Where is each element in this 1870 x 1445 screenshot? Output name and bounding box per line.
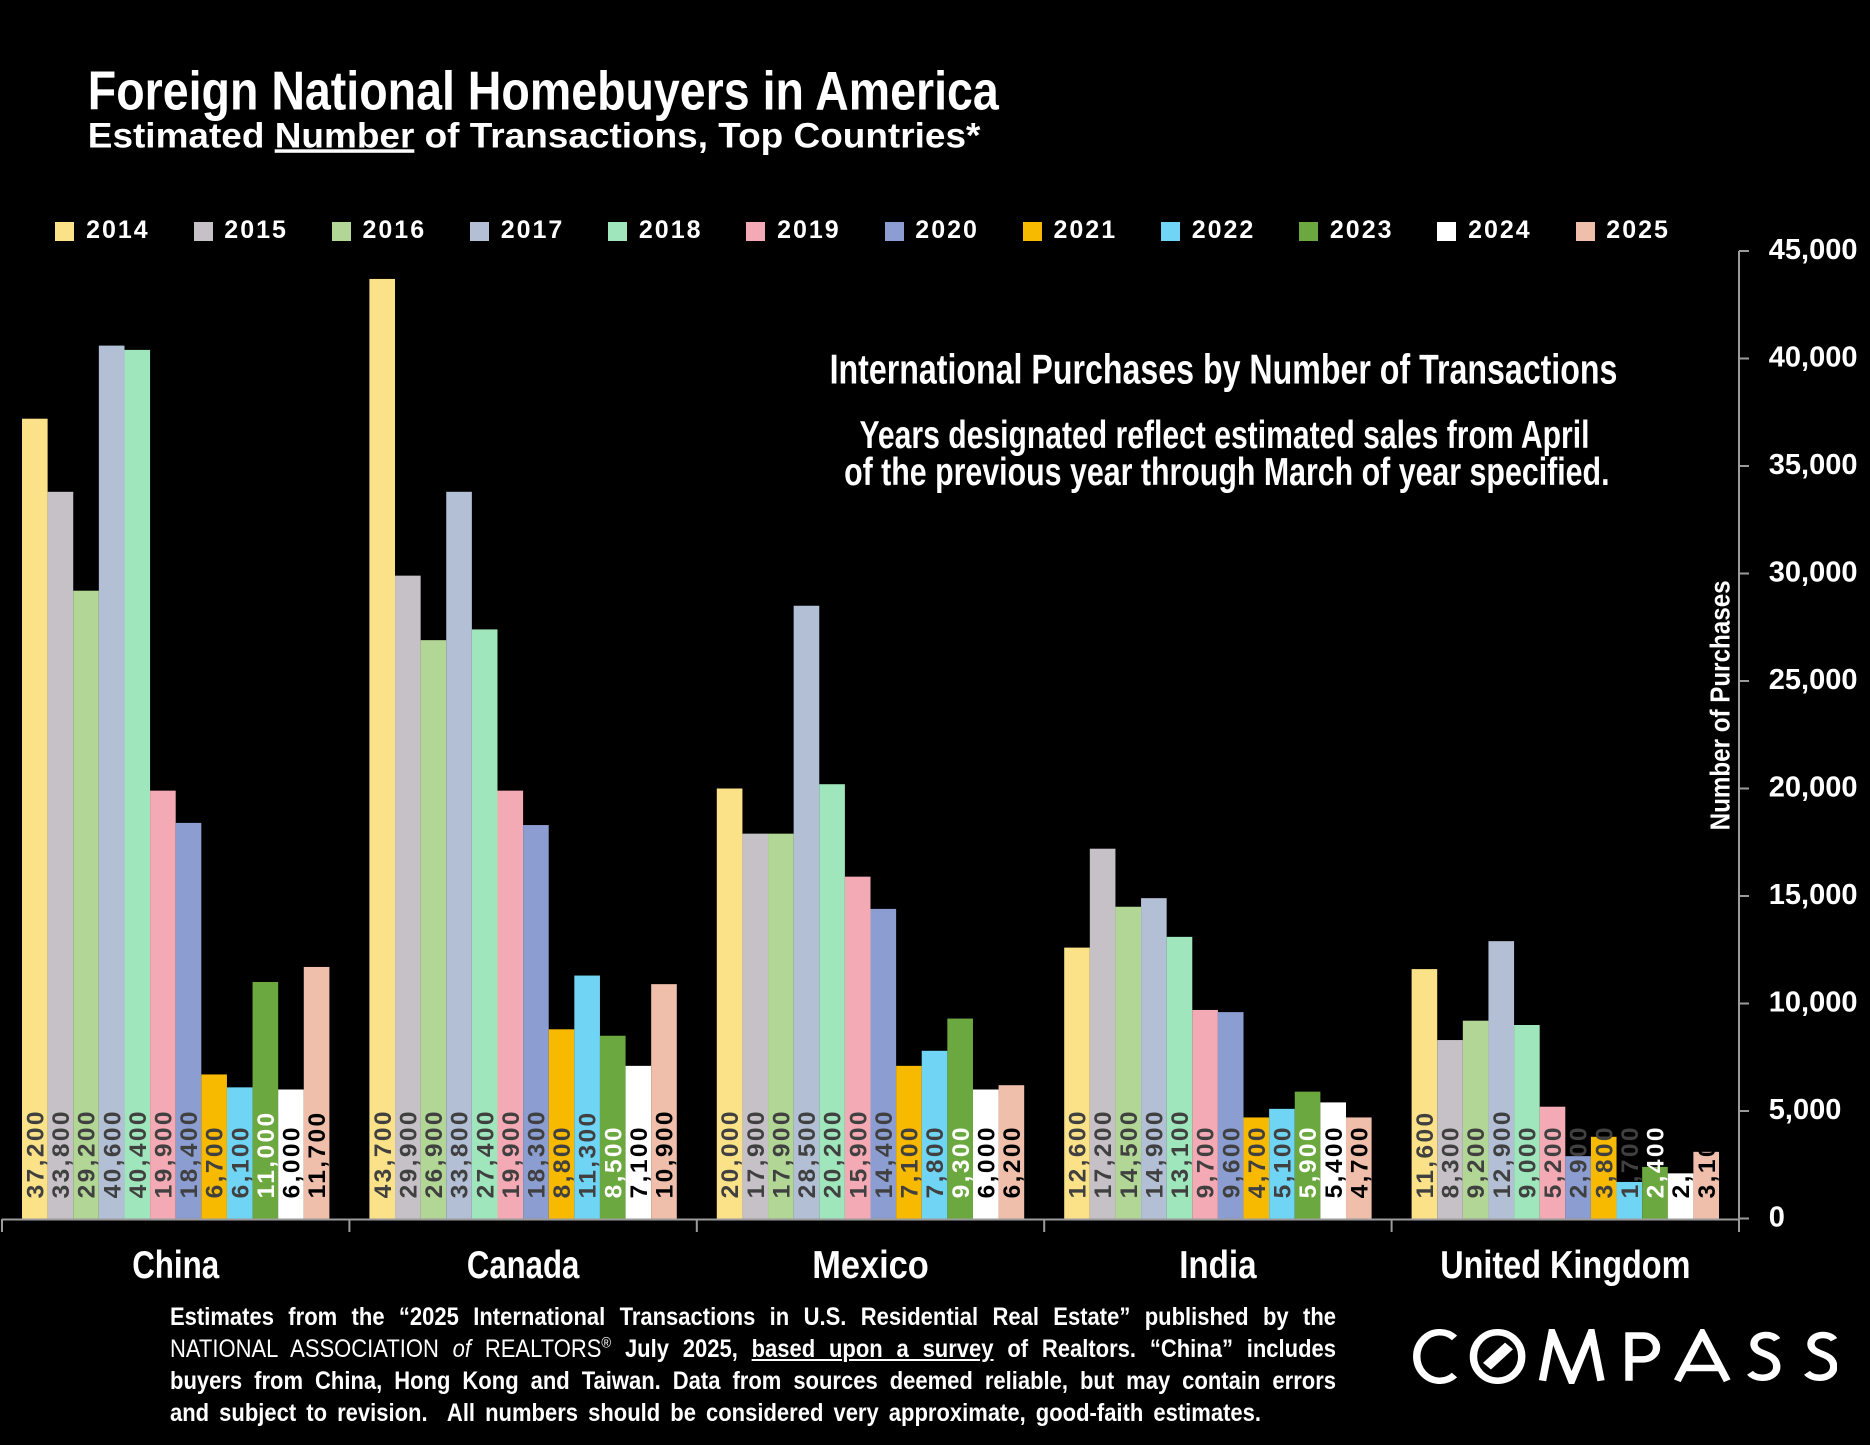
svg-text:United Kingdom: United Kingdom — [1440, 1244, 1690, 1287]
svg-text:8,500: 8,500 — [600, 1125, 627, 1198]
svg-text:19,900: 19,900 — [498, 1109, 525, 1198]
svg-text:29,900: 29,900 — [395, 1109, 422, 1198]
svg-text:20,000: 20,000 — [1769, 772, 1858, 804]
svg-text:17,200: 17,200 — [1090, 1109, 1117, 1198]
svg-text:12,600: 12,600 — [1065, 1109, 1092, 1198]
svg-text:27,400: 27,400 — [472, 1109, 499, 1198]
svg-text:18,400: 18,400 — [176, 1109, 203, 1198]
svg-text:19,900: 19,900 — [150, 1109, 177, 1198]
svg-text:6,700: 6,700 — [202, 1125, 229, 1198]
svg-text:5,200: 5,200 — [1540, 1125, 1567, 1198]
svg-text:40,400: 40,400 — [125, 1109, 152, 1198]
svg-text:15,900: 15,900 — [845, 1109, 872, 1198]
svg-text:35,000: 35,000 — [1769, 449, 1858, 481]
svg-text:11,700: 11,700 — [304, 1110, 331, 1198]
svg-text:18,300: 18,300 — [524, 1109, 551, 1198]
svg-text:45,000: 45,000 — [1769, 234, 1858, 266]
svg-text:20,200: 20,200 — [820, 1109, 847, 1198]
svg-text:8,800: 8,800 — [549, 1125, 576, 1198]
svg-text:28,500: 28,500 — [794, 1109, 821, 1198]
svg-text:2,400: 2,400 — [1643, 1125, 1670, 1198]
svg-text:11,600: 11,600 — [1412, 1110, 1439, 1198]
svg-text:8,300: 8,300 — [1438, 1125, 1465, 1198]
svg-text:10,000: 10,000 — [1769, 987, 1858, 1019]
svg-text:9,300: 9,300 — [948, 1125, 975, 1198]
svg-text:10,900: 10,900 — [652, 1109, 679, 1198]
svg-text:7,800: 7,800 — [922, 1125, 949, 1198]
svg-text:5,900: 5,900 — [1295, 1125, 1322, 1198]
svg-text:7,100: 7,100 — [626, 1125, 653, 1198]
svg-text:9,700: 9,700 — [1193, 1125, 1220, 1198]
svg-text:29,200: 29,200 — [74, 1109, 101, 1198]
svg-text:5,000: 5,000 — [1769, 1094, 1842, 1126]
svg-text:25,000: 25,000 — [1769, 664, 1858, 696]
svg-text:of the previous year through M: of the previous year through March of ye… — [844, 451, 1609, 494]
svg-text:17,900: 17,900 — [768, 1109, 795, 1198]
svg-text:China: China — [132, 1244, 219, 1287]
svg-text:40,000: 40,000 — [1769, 342, 1858, 374]
svg-text:7,100: 7,100 — [897, 1125, 924, 1198]
svg-text:11,300: 11,300 — [575, 1110, 602, 1198]
svg-text:5,100: 5,100 — [1270, 1125, 1297, 1198]
svg-text:37,200: 37,200 — [22, 1109, 49, 1198]
svg-text:2,900: 2,900 — [1566, 1125, 1593, 1198]
svg-text:14,900: 14,900 — [1141, 1109, 1168, 1198]
svg-text:26,900: 26,900 — [421, 1109, 448, 1198]
svg-text:9,600: 9,600 — [1218, 1125, 1245, 1198]
svg-text:9,200: 9,200 — [1463, 1125, 1490, 1198]
svg-text:30,000: 30,000 — [1769, 557, 1858, 589]
svg-text:4,700: 4,700 — [1346, 1125, 1373, 1198]
svg-text:India: India — [1179, 1244, 1257, 1287]
svg-text:15,000: 15,000 — [1769, 879, 1858, 911]
svg-text:33,800: 33,800 — [447, 1109, 474, 1198]
svg-text:3,800: 3,800 — [1591, 1125, 1618, 1198]
svg-text:20,000: 20,000 — [717, 1109, 744, 1198]
svg-text:9,000: 9,000 — [1514, 1125, 1541, 1198]
svg-text:2,100: 2,100 — [1668, 1125, 1695, 1198]
svg-text:40,600: 40,600 — [99, 1109, 126, 1198]
svg-text:6,000: 6,000 — [973, 1125, 1000, 1198]
svg-text:4,700: 4,700 — [1244, 1125, 1271, 1198]
svg-text:Canada: Canada — [467, 1244, 580, 1287]
svg-text:17,900: 17,900 — [743, 1109, 770, 1198]
svg-text:6,200: 6,200 — [999, 1125, 1026, 1198]
svg-text:43,700: 43,700 — [370, 1109, 397, 1198]
svg-text:Foreign National Homebuyers in: Foreign National Homebuyers in America — [88, 61, 1000, 122]
svg-text:5,400: 5,400 — [1321, 1125, 1348, 1198]
svg-text:13,100: 13,100 — [1167, 1109, 1194, 1198]
svg-text:33,800: 33,800 — [48, 1109, 75, 1198]
svg-text:14,400: 14,400 — [871, 1109, 898, 1198]
svg-text:6,100: 6,100 — [227, 1125, 254, 1198]
svg-text:Years designated reflect estim: Years designated reflect estimated sales… — [860, 414, 1590, 457]
svg-text:11,000: 11,000 — [253, 1110, 280, 1198]
svg-text:6,000: 6,000 — [279, 1125, 306, 1198]
svg-text:Mexico: Mexico — [812, 1244, 929, 1287]
svg-text:14,500: 14,500 — [1116, 1109, 1143, 1198]
svg-text:3,100: 3,100 — [1694, 1125, 1721, 1198]
svg-text:12,900: 12,900 — [1489, 1109, 1516, 1198]
svg-text:0: 0 — [1769, 1202, 1785, 1234]
svg-text:Estimated Number of Transactio: Estimated Number of Transactions, Top Co… — [88, 116, 981, 155]
svg-text:Number of Purchases: Number of Purchases — [1704, 580, 1735, 830]
svg-text:International Purchases by Num: International Purchases by Number of Tra… — [830, 346, 1618, 393]
svg-text:1,700: 1,700 — [1617, 1125, 1644, 1198]
